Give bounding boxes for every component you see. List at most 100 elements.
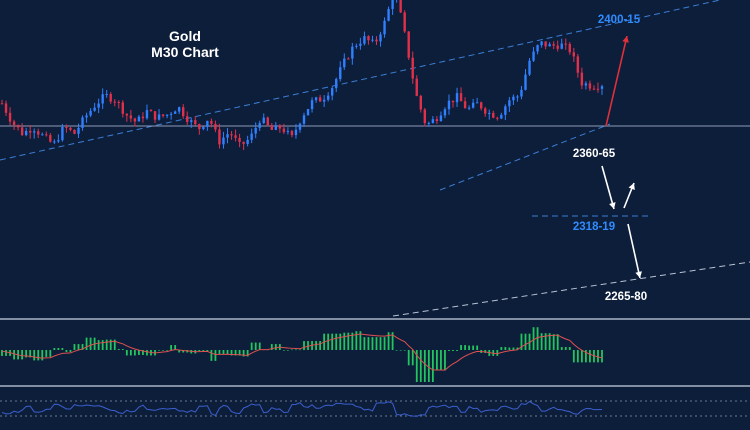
macd-bar: [274, 344, 277, 350]
macd-bar: [460, 345, 462, 350]
candle-body: [322, 99, 326, 102]
macd-bar: [496, 350, 499, 356]
macd-bar: [556, 334, 559, 350]
macd-bar: [564, 347, 567, 350]
candle-body: [331, 88, 334, 96]
macd-bar: [282, 350, 285, 351]
macd-bar: [53, 348, 56, 350]
candle-body: [141, 116, 145, 119]
candles-layer: [0, 0, 604, 151]
macd-bar: [572, 350, 575, 363]
macd-bar: [258, 342, 261, 350]
candle-body: [20, 127, 24, 136]
candle-body: [117, 101, 120, 103]
macd-bar: [85, 337, 88, 350]
macd-bar: [254, 342, 257, 350]
candle-body: [467, 107, 471, 109]
macd-bar: [419, 350, 422, 382]
candle-body: [254, 127, 257, 134]
candle-body: [270, 125, 273, 130]
candle-body: [367, 36, 370, 41]
candle-body: [479, 102, 483, 109]
candle-body: [439, 115, 443, 122]
candle-body: [121, 102, 125, 114]
lower-channel-line: [439, 123, 611, 191]
candle-body: [206, 120, 209, 127]
candle-body: [145, 110, 149, 119]
rsi-line: [1, 400, 603, 417]
macd-bar: [597, 350, 599, 363]
macd-bar: [61, 348, 64, 350]
candle-body: [169, 113, 173, 115]
macd-bar: [315, 341, 317, 350]
macd-bar: [133, 350, 136, 356]
macd-bar: [238, 350, 241, 356]
macd-bar: [504, 347, 507, 350]
candle-body: [447, 100, 451, 110]
macd-bar: [601, 350, 603, 363]
candle-body: [85, 115, 88, 118]
candle-body: [218, 129, 221, 145]
macd-bar: [347, 332, 350, 350]
macd-bar: [77, 344, 80, 350]
candle-body: [387, 9, 390, 21]
macd-bar: [299, 349, 301, 351]
candle-body: [580, 72, 584, 86]
macd-bar: [69, 350, 72, 352]
macd-bar: [25, 350, 28, 358]
candle-body: [210, 120, 213, 124]
macd-bar: [423, 350, 426, 382]
macd-bar: [524, 333, 527, 350]
macd-bar: [327, 333, 330, 350]
candle-body: [41, 134, 44, 136]
macd-bar: [113, 339, 116, 350]
macd-bar: [448, 350, 450, 351]
candle-body: [4, 103, 8, 113]
candle-body: [508, 100, 511, 107]
candle-body: [28, 130, 32, 133]
macd-bar: [548, 333, 551, 350]
candle-body: [190, 120, 193, 122]
macd-bar: [512, 347, 515, 350]
candle-body: [568, 43, 571, 53]
candle-body: [443, 109, 447, 116]
macd-bar: [162, 350, 164, 351]
macd-bar: [125, 350, 128, 356]
macd-bar: [206, 350, 209, 351]
candle-body: [391, 0, 394, 10]
candle-body: [89, 110, 92, 116]
macd-bar: [270, 344, 273, 350]
candle-body: [262, 117, 265, 124]
macd-bar: [234, 350, 237, 356]
candle-body: [214, 123, 217, 130]
candle-body: [198, 124, 201, 130]
candle-body: [596, 88, 600, 90]
candle-body: [600, 86, 604, 89]
macd-bar: [49, 350, 52, 357]
macd-bar: [472, 345, 475, 350]
candle-body: [157, 114, 161, 120]
candle-body: [274, 125, 278, 130]
macd-bar: [129, 350, 132, 356]
macd-bar: [540, 333, 543, 350]
candle-body: [475, 102, 479, 104]
candle-body: [161, 114, 165, 116]
candle-body: [544, 41, 547, 47]
macd-bar: [33, 350, 36, 361]
macd-bar: [41, 350, 44, 361]
macd-bar: [226, 350, 229, 354]
macd-bar: [246, 350, 249, 357]
candle-body: [403, 12, 406, 32]
candle-body: [431, 119, 435, 123]
macd-bar: [363, 337, 366, 350]
label-support1: 2318-19: [573, 221, 615, 233]
macd-bar: [21, 350, 24, 360]
candle-body: [560, 43, 563, 49]
macd-bar: [37, 350, 40, 361]
macd-bar: [440, 350, 442, 371]
macd-bar: [158, 350, 160, 351]
candle-body: [194, 120, 197, 125]
candle-body: [101, 94, 104, 104]
candle-body: [492, 112, 495, 118]
